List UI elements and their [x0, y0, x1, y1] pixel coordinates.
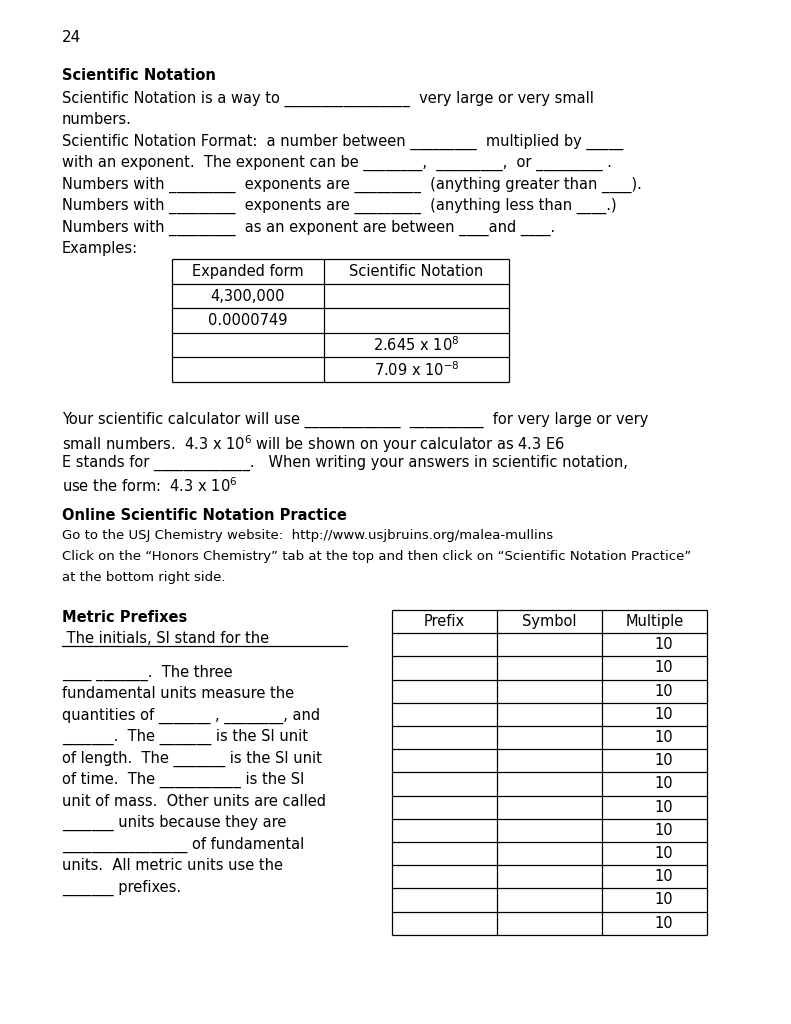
Text: Scientific Notation: Scientific Notation	[62, 68, 216, 83]
Text: _______ units because they are: _______ units because they are	[62, 815, 286, 831]
Text: of time.  The ___________ is the SI: of time. The ___________ is the SI	[62, 772, 305, 788]
Text: 10: 10	[654, 730, 673, 745]
Text: 10: 10	[654, 823, 673, 838]
Text: The initials, SI stand for the: The initials, SI stand for the	[62, 632, 269, 646]
Text: _______ prefixes.: _______ prefixes.	[62, 880, 181, 896]
Text: small numbers.  4.3 x 10$^{6}$ will be shown on your calculator as 4.3 E6: small numbers. 4.3 x 10$^{6}$ will be sh…	[62, 433, 566, 455]
Text: 10: 10	[654, 660, 673, 676]
Text: 10: 10	[654, 776, 673, 792]
Text: Scientific Notation Format:  a number between _________  multiplied by _____: Scientific Notation Format: a number bet…	[62, 133, 623, 150]
Text: 4,300,000: 4,300,000	[210, 289, 286, 303]
Text: Numbers with _________  exponents are _________  (anything greater than ____).: Numbers with _________ exponents are ___…	[62, 176, 642, 193]
Text: 10: 10	[654, 892, 673, 907]
Text: Numbers with _________  exponents are _________  (anything less than ____.): Numbers with _________ exponents are ___…	[62, 198, 617, 214]
Text: Symbol: Symbol	[522, 614, 577, 629]
Text: Your scientific calculator will use _____________  __________  for very large or: Your scientific calculator will use ____…	[62, 412, 649, 428]
Text: 0.0000749: 0.0000749	[208, 313, 288, 328]
Text: Numbers with _________  as an exponent are between ____and ____.: Numbers with _________ as an exponent ar…	[62, 219, 555, 236]
Text: quantities of _______ , ________, and: quantities of _______ , ________, and	[62, 708, 320, 724]
Text: 10: 10	[654, 846, 673, 861]
Text: 10: 10	[654, 915, 673, 931]
Text: 10: 10	[654, 800, 673, 815]
Text: at the bottom right side.: at the bottom right side.	[62, 571, 225, 584]
Text: Scientific Notation: Scientific Notation	[350, 264, 483, 280]
Text: fundamental units measure the: fundamental units measure the	[62, 686, 294, 701]
Text: _________________ of fundamental: _________________ of fundamental	[62, 837, 305, 853]
Text: 2.645 x 10$^{8}$: 2.645 x 10$^{8}$	[373, 336, 460, 354]
Text: Expanded form: Expanded form	[192, 264, 304, 280]
Text: 10: 10	[654, 707, 673, 722]
Text: 7.09 x 10$^{-8}$: 7.09 x 10$^{-8}$	[373, 360, 460, 379]
Text: numbers.: numbers.	[62, 112, 132, 127]
Text: _______.  The _______ is the SI unit: _______. The _______ is the SI unit	[62, 729, 308, 745]
Text: of length.  The _______ is the SI unit: of length. The _______ is the SI unit	[62, 751, 322, 767]
Text: ____ _______.  The three: ____ _______. The three	[62, 665, 233, 681]
Text: unit of mass.  Other units are called: unit of mass. Other units are called	[62, 794, 326, 809]
Text: Go to the USJ Chemistry website:  http://www.usjbruins.org/malea-mullins: Go to the USJ Chemistry website: http://…	[62, 529, 553, 543]
Text: 10: 10	[654, 754, 673, 768]
Text: E stands for _____________.   When writing your answers in scientific notation,: E stands for _____________. When writing…	[62, 455, 628, 471]
Text: Click on the “Honors Chemistry” tab at the top and then click on “Scientific Not: Click on the “Honors Chemistry” tab at t…	[62, 550, 691, 563]
Text: Multiple: Multiple	[626, 614, 683, 629]
Text: use the form:  4.3 x 10$^{6}$: use the form: 4.3 x 10$^{6}$	[62, 476, 237, 495]
Text: units.  All metric units use the: units. All metric units use the	[62, 858, 283, 873]
Text: with an exponent.  The exponent can be ________,  _________,  or _________ .: with an exponent. The exponent can be __…	[62, 155, 612, 171]
Text: Scientific Notation is a way to _________________  very large or very small: Scientific Notation is a way to ________…	[62, 90, 594, 106]
Text: Online Scientific Notation Practice: Online Scientific Notation Practice	[62, 508, 347, 523]
Text: 10: 10	[654, 637, 673, 652]
Text: 10: 10	[654, 869, 673, 884]
Text: 24: 24	[62, 30, 81, 45]
Text: Prefix: Prefix	[424, 614, 465, 629]
Text: 10: 10	[654, 684, 673, 698]
Text: Metric Prefixes: Metric Prefixes	[62, 610, 187, 625]
Text: Examples:: Examples:	[62, 241, 138, 256]
